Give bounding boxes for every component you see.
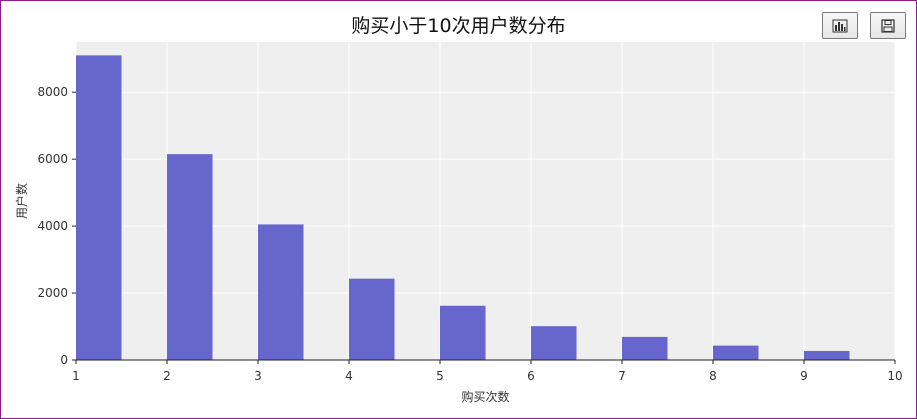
x-axis-label: 购买次数 bbox=[461, 389, 509, 404]
bar bbox=[531, 326, 577, 360]
x-tick-labels: 1 2 3 4 5 6 7 8 9 10 bbox=[72, 369, 902, 383]
chart-title: 购买小于10次用户数分布 bbox=[351, 15, 566, 37]
bar bbox=[440, 305, 486, 360]
x-tick-label: 1 bbox=[72, 369, 80, 383]
x-tick-label: 7 bbox=[618, 369, 626, 383]
save-icon bbox=[881, 18, 895, 33]
y-tick-labels: 0 2000 4000 6000 8000 bbox=[37, 85, 68, 367]
axes bbox=[72, 91, 896, 364]
y-tick-label: 6000 bbox=[37, 152, 68, 166]
y-tick-label: 8000 bbox=[37, 85, 68, 99]
y-tick-label: 4000 bbox=[37, 219, 68, 233]
x-tick-label: 5 bbox=[436, 369, 444, 383]
y-tick-label: 2000 bbox=[37, 286, 68, 300]
bar bbox=[622, 336, 668, 360]
bar bbox=[804, 350, 850, 360]
bar bbox=[258, 224, 304, 360]
bars bbox=[76, 55, 850, 361]
y-axis-label: 用户数 bbox=[14, 183, 29, 219]
x-tick-label: 10 bbox=[887, 369, 902, 383]
bar bbox=[167, 154, 213, 360]
save-button[interactable] bbox=[870, 12, 906, 39]
chart-type-button[interactable] bbox=[822, 12, 858, 39]
bar bbox=[713, 345, 759, 360]
x-tick-label: 2 bbox=[163, 369, 171, 383]
x-tick-label: 6 bbox=[527, 369, 535, 383]
bar bbox=[76, 55, 122, 361]
bar-chart-icon bbox=[832, 19, 848, 32]
x-tick-label: 9 bbox=[800, 369, 808, 383]
x-tick-label: 8 bbox=[709, 369, 717, 383]
y-tick-label: 0 bbox=[60, 353, 68, 367]
x-tick-label: 3 bbox=[254, 369, 262, 383]
bar bbox=[349, 278, 395, 360]
x-tick-label: 4 bbox=[345, 369, 353, 383]
